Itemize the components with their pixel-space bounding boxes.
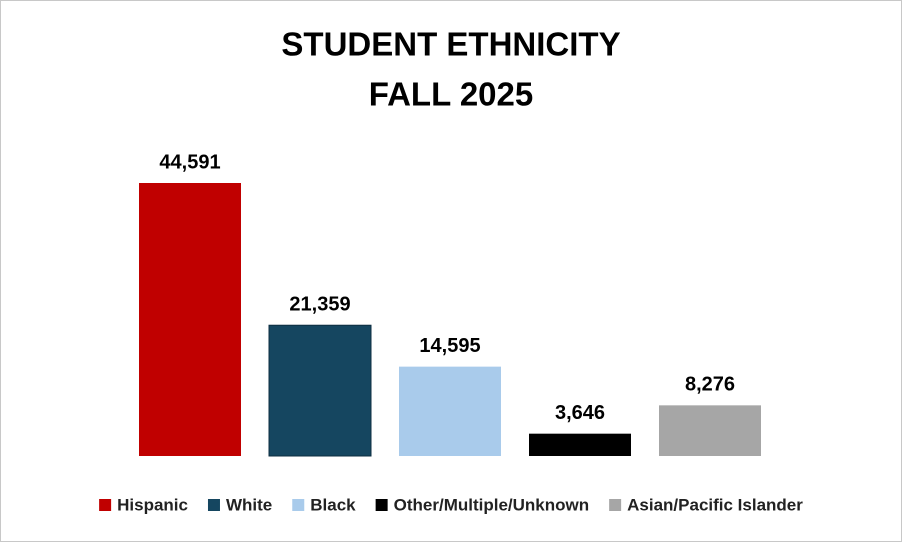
- chart-title: STUDENT ETHNICITY: [281, 26, 620, 63]
- value-label: 44,591: [159, 151, 220, 173]
- value-label: 3,646: [555, 402, 605, 424]
- chart-subtitle: FALL 2025: [369, 76, 533, 113]
- bar: [139, 183, 241, 456]
- value-label: 8,276: [685, 374, 735, 396]
- bar: [399, 366, 501, 456]
- legend-label: Asian/Pacific Islander: [627, 495, 803, 514]
- legend-swatch: [609, 499, 622, 511]
- bar: [268, 324, 372, 457]
- bar: [529, 433, 631, 456]
- legend-label: Other/Multiple/Unknown: [394, 495, 590, 514]
- legend-swatch: [99, 499, 112, 511]
- legend-label: White: [226, 495, 272, 514]
- legend: Hispanic White Black Other/Multiple/Unknown…: [99, 495, 803, 514]
- legend-label: Black: [310, 495, 356, 514]
- bar: [659, 405, 761, 456]
- legend-swatch: [207, 499, 220, 511]
- legend-swatch: [375, 499, 388, 511]
- value-label: 21,359: [289, 294, 350, 316]
- legend-swatch: [292, 499, 305, 511]
- value-label: 14,595: [419, 335, 480, 357]
- legend-label: Hispanic: [117, 495, 188, 514]
